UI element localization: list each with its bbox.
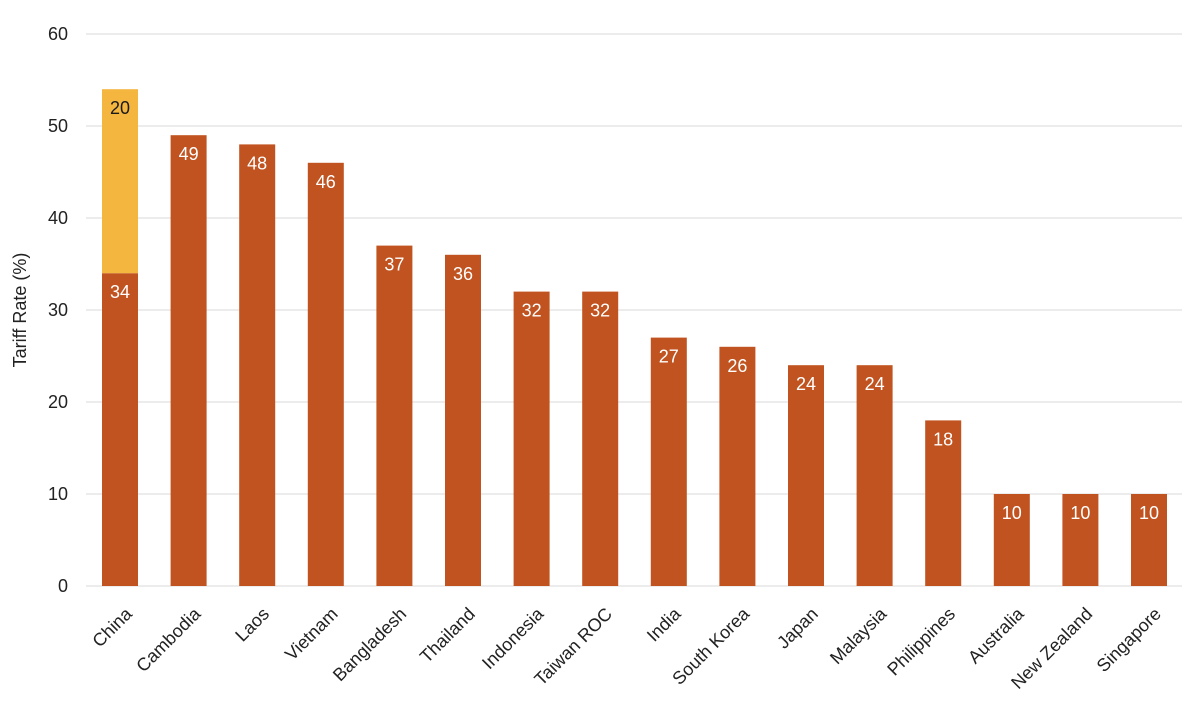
x-tick-label: Indonesia xyxy=(478,603,548,673)
bar-segment xyxy=(788,365,824,586)
y-tick-label: 30 xyxy=(48,300,68,320)
data-label: 46 xyxy=(316,172,336,192)
data-label: 18 xyxy=(933,429,953,449)
x-tick-label: Japan xyxy=(773,604,822,653)
data-label: 34 xyxy=(110,282,130,302)
x-tick-label: China xyxy=(88,603,136,651)
bar-segment xyxy=(239,144,276,586)
x-tick-label: Thailand xyxy=(416,604,479,667)
data-labels: 34 20 49 48 46 37 36 32 32 27 26 24 24 18 10 10 10 xyxy=(110,98,1159,523)
y-tick-label: 50 xyxy=(48,116,68,136)
data-label: 27 xyxy=(659,347,679,367)
bar-segment xyxy=(719,346,756,586)
bar-segment xyxy=(102,273,138,586)
data-label: 24 xyxy=(865,374,885,394)
data-label: 24 xyxy=(796,374,816,394)
y-tick-label: 0 xyxy=(58,576,68,596)
bar-segment xyxy=(102,89,138,274)
data-label: 10 xyxy=(1070,503,1090,523)
data-label: 32 xyxy=(522,301,542,321)
bar-segment xyxy=(925,420,962,586)
x-tick-label: Bangladesh xyxy=(329,604,410,685)
x-tick-label: Malaysia xyxy=(826,603,891,668)
x-tick-label: Laos xyxy=(231,604,273,646)
y-tick-label: 60 xyxy=(48,24,68,44)
y-axis-ticks: 0 10 20 30 40 50 60 xyxy=(48,24,68,596)
bar-segment xyxy=(1131,494,1167,586)
bar-segment xyxy=(582,291,619,586)
x-tick-label: Vietnam xyxy=(281,604,342,665)
y-tick-label: 20 xyxy=(48,392,68,412)
x-tick-label: Australia xyxy=(964,603,1028,667)
bar-segment xyxy=(170,135,207,586)
bar-segment xyxy=(856,365,893,586)
bar-segment xyxy=(513,291,550,586)
data-label: 20 xyxy=(110,98,130,118)
y-tick-label: 10 xyxy=(48,484,68,504)
x-tick-label: Philippines xyxy=(883,604,959,680)
x-tick-label: Singapore xyxy=(1093,604,1165,676)
y-tick-label: 40 xyxy=(48,208,68,228)
data-label: 36 xyxy=(453,264,473,284)
data-label: 48 xyxy=(247,153,267,173)
bar-segment xyxy=(650,337,687,586)
data-label: 32 xyxy=(590,301,610,321)
data-label: 37 xyxy=(384,255,404,275)
bar-segment xyxy=(993,494,1030,586)
bar-segment xyxy=(307,162,344,587)
data-label: 49 xyxy=(179,144,199,164)
data-label: 10 xyxy=(1139,503,1159,523)
x-tick-label: India xyxy=(643,603,685,645)
data-label: 26 xyxy=(727,356,747,376)
bar-segment xyxy=(1062,494,1099,586)
data-label: 10 xyxy=(1002,503,1022,523)
y-axis-title: Tariff Rate (%) xyxy=(10,253,30,368)
bar-segment xyxy=(376,245,413,586)
bars xyxy=(102,89,1167,587)
bar-segment xyxy=(445,254,481,587)
x-tick-label: Cambodia xyxy=(132,603,205,676)
